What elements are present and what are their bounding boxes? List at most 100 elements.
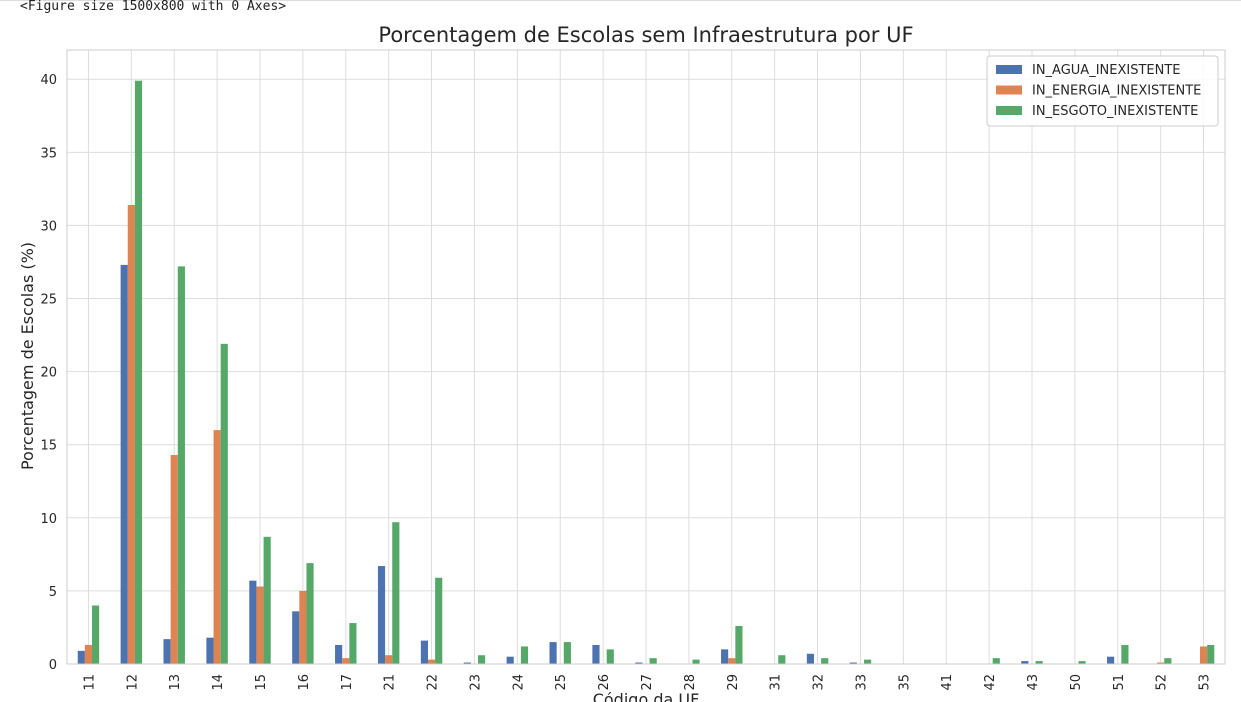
bar-in-esgoto-inexistente <box>177 266 185 664</box>
bar-in-esgoto-inexistente <box>778 655 786 664</box>
y-tick-label: 0 <box>49 658 57 673</box>
x-tick-label: 41 <box>940 674 955 691</box>
y-tick-labels: 0 5 10 15 20 25 30 35 40 <box>40 73 57 673</box>
bar-in-energia-inexistente <box>213 430 221 664</box>
bar-in-esgoto-inexistente <box>606 649 614 664</box>
y-tick-label: 10 <box>40 512 57 527</box>
x-tick-label: 27 <box>640 674 655 691</box>
bar-in-esgoto-inexistente <box>735 625 743 664</box>
x-tick-label: 32 <box>812 674 827 691</box>
bar-in-esgoto-inexistente <box>134 80 143 664</box>
bar-in-esgoto-inexistente <box>821 658 829 664</box>
x-tick-label: 16 <box>297 674 312 691</box>
y-tick-label: 40 <box>40 73 57 88</box>
bar-in-esgoto-inexistente <box>263 536 271 664</box>
x-tick-label: 13 <box>168 674 183 691</box>
x-tick-label: 33 <box>854 674 869 691</box>
bar-in-agua-inexistente <box>335 644 343 664</box>
x-tick-label: 21 <box>383 674 398 691</box>
bar-in-energia-inexistente <box>1157 662 1165 664</box>
x-tick-label: 42 <box>983 674 998 691</box>
bar-in-esgoto-inexistente <box>649 658 657 664</box>
y-tick-label: 30 <box>40 219 57 234</box>
y-tick-label: 15 <box>40 439 57 454</box>
x-tick-label: 53 <box>1198 674 1213 691</box>
x-tick-label: 24 <box>511 674 526 691</box>
legend: IN_AGUA_INEXISTENTE IN_ENERGIA_INEXISTENT… <box>986 55 1219 127</box>
y-tick-label: 35 <box>40 146 57 161</box>
x-tick-label: 17 <box>340 674 355 691</box>
bar-in-esgoto-inexistente <box>1035 661 1043 664</box>
bar-in-esgoto-inexistente <box>478 655 486 664</box>
bar-in-agua-inexistente <box>377 566 386 664</box>
bar-in-agua-inexistente <box>549 642 557 664</box>
bar-in-esgoto-inexistente <box>1121 644 1129 664</box>
legend-box <box>986 55 1219 127</box>
legend-swatch <box>996 85 1022 95</box>
y-tick-label: 20 <box>40 366 57 381</box>
bar-in-esgoto-inexistente <box>864 659 872 664</box>
bar-in-esgoto-inexistente <box>435 577 443 664</box>
y-tick-label: 25 <box>40 293 57 308</box>
x-tick-label: 14 <box>211 674 226 691</box>
bar-in-agua-inexistente <box>1107 656 1115 664</box>
legend-swatch <box>996 106 1022 115</box>
bar-in-energia-inexistente <box>1199 646 1208 664</box>
x-tick-label: 29 <box>726 674 741 691</box>
y-axis-label: Porcentagem de Escolas (%) <box>18 242 37 470</box>
bar-in-agua-inexistente <box>77 650 85 664</box>
bar-in-agua-inexistente <box>463 662 471 664</box>
bar-in-esgoto-inexistente <box>692 659 700 664</box>
x-axis-label: Código da UF <box>593 690 700 702</box>
bar-in-esgoto-inexistente <box>392 522 400 664</box>
legend-entry: IN_ESGOTO_INEXISTENTE <box>1032 104 1198 119</box>
x-tick-label: 23 <box>468 674 483 691</box>
x-tick-label: 15 <box>254 674 269 691</box>
bar-in-energia-inexistente <box>728 658 736 664</box>
legend-entry: IN_AGUA_INEXISTENTE <box>1032 63 1181 78</box>
bar-in-agua-inexistente <box>592 644 600 664</box>
figure-size-output: <Figure size 1500x800 with 0 Axes> <box>20 0 287 14</box>
bar-in-energia-inexistente <box>342 658 350 664</box>
bars <box>77 80 1215 664</box>
y-tick-label: 5 <box>49 585 57 600</box>
bar-in-energia-inexistente <box>170 454 178 664</box>
bar-in-energia-inexistente <box>256 586 264 664</box>
x-tick-label: 28 <box>683 674 698 691</box>
x-tick-label: 11 <box>82 674 97 691</box>
bar-in-agua-inexistente <box>206 637 214 664</box>
bar-in-agua-inexistente <box>721 649 729 664</box>
x-tick-label: 26 <box>597 674 612 691</box>
plot-frame <box>66 49 1226 665</box>
x-tick-label: 12 <box>125 674 140 691</box>
bar-in-agua-inexistente <box>506 656 514 664</box>
legend-entry: IN_ENERGIA_INEXISTENTE <box>1032 84 1201 99</box>
bar-in-esgoto-inexistente <box>1207 644 1215 664</box>
x-tick-label: 43 <box>1026 674 1041 691</box>
x-tick-labels: 11 12 13 14 15 16 17 21 22 23 24 25 26 27 28 29 31 32 33 35… <box>82 674 1212 691</box>
bar-in-esgoto-inexistente <box>92 605 100 664</box>
bar-in-energia-inexistente <box>127 204 135 664</box>
x-tick-label: 35 <box>897 674 912 691</box>
bar-in-agua-inexistente <box>420 640 428 664</box>
x-tick-label: 50 <box>1069 674 1084 691</box>
x-tick-label: 51 <box>1112 674 1127 691</box>
bar-in-agua-inexistente <box>1021 661 1029 664</box>
bar-in-esgoto-inexistente <box>1078 661 1086 664</box>
legend-swatch <box>996 65 1022 74</box>
x-tick-label: 52 <box>1155 674 1170 691</box>
bar-in-esgoto-inexistente <box>306 563 314 664</box>
bar-in-agua-inexistente <box>635 662 643 664</box>
x-tick-label: 22 <box>426 674 441 691</box>
bar-in-agua-inexistente <box>849 662 857 664</box>
chart-title: Porcentagem de Escolas sem Infraestrutur… <box>378 23 913 47</box>
bar-in-agua-inexistente <box>163 639 171 664</box>
bar-in-esgoto-inexistente <box>992 658 1000 664</box>
bar-in-energia-inexistente <box>84 644 93 664</box>
bar-in-esgoto-inexistente <box>563 642 571 664</box>
bar-in-agua-inexistente <box>806 653 814 664</box>
bar-in-energia-inexistente <box>427 659 436 664</box>
bar-in-esgoto-inexistente <box>220 343 228 664</box>
output-divider <box>0 0 1241 1</box>
